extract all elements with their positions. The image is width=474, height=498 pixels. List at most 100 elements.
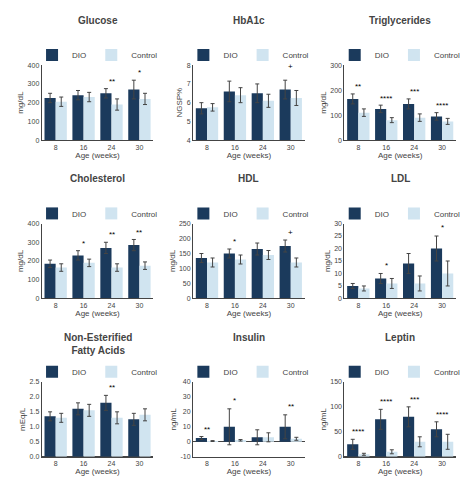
svg-text:300: 300 bbox=[28, 80, 40, 87]
svg-text:**: ** bbox=[109, 383, 115, 392]
svg-text:**: ** bbox=[136, 228, 142, 237]
svg-text:mg/dL: mg/dL bbox=[16, 249, 25, 272]
svg-text:+: + bbox=[288, 228, 293, 237]
svg-text:Control: Control bbox=[283, 210, 309, 219]
svg-text:ng/mL: ng/mL bbox=[169, 408, 178, 431]
svg-text:16: 16 bbox=[382, 144, 390, 151]
svg-text:50: 50 bbox=[334, 428, 342, 435]
svg-text:*: * bbox=[233, 237, 236, 246]
svg-text:mg/dL: mg/dL bbox=[16, 91, 25, 114]
svg-text:Control: Control bbox=[434, 210, 460, 219]
svg-text:30: 30 bbox=[438, 302, 446, 309]
svg-text:24: 24 bbox=[259, 302, 267, 309]
svg-text:8: 8 bbox=[205, 302, 209, 309]
svg-text:30: 30 bbox=[136, 144, 144, 151]
svg-text:400: 400 bbox=[28, 220, 40, 227]
svg-text:DIO: DIO bbox=[223, 51, 237, 60]
svg-text:30: 30 bbox=[136, 460, 144, 467]
svg-text:24: 24 bbox=[108, 144, 116, 151]
svg-text:16: 16 bbox=[80, 460, 88, 467]
svg-text:Age (weeks): Age (weeks) bbox=[75, 151, 120, 160]
svg-text:16: 16 bbox=[80, 302, 88, 309]
svg-text:Age (weeks): Age (weeks) bbox=[378, 151, 423, 160]
svg-text:24: 24 bbox=[410, 302, 418, 309]
svg-text:16: 16 bbox=[231, 302, 239, 309]
svg-text:NGSP%: NGSP% bbox=[175, 88, 184, 118]
svg-text:8: 8 bbox=[356, 460, 360, 467]
svg-text:4: 4 bbox=[187, 137, 191, 144]
svg-text:24: 24 bbox=[410, 144, 418, 151]
svg-text:***: *** bbox=[410, 395, 419, 404]
svg-text:8: 8 bbox=[54, 460, 58, 467]
svg-text:30: 30 bbox=[287, 460, 295, 467]
svg-text:30: 30 bbox=[136, 302, 144, 309]
svg-text:2.5: 2.5 bbox=[30, 378, 40, 385]
svg-text:25: 25 bbox=[334, 232, 342, 239]
svg-text:200: 200 bbox=[28, 257, 40, 264]
svg-text:6: 6 bbox=[187, 99, 191, 106]
svg-text:8: 8 bbox=[356, 144, 360, 151]
svg-text:100: 100 bbox=[330, 112, 342, 119]
svg-text:Leptin: Leptin bbox=[385, 332, 415, 343]
svg-text:24: 24 bbox=[108, 302, 116, 309]
svg-text:DIO: DIO bbox=[375, 368, 389, 377]
svg-text:Triglycerides: Triglycerides bbox=[369, 15, 431, 26]
svg-text:250: 250 bbox=[179, 220, 191, 227]
svg-text:1.0: 1.0 bbox=[30, 423, 40, 430]
svg-text:DIO: DIO bbox=[223, 210, 237, 219]
svg-text:200: 200 bbox=[179, 235, 191, 242]
svg-text:8: 8 bbox=[205, 144, 209, 151]
svg-text:Non-EsterifiedFatty Acids: Non-EsterifiedFatty Acids bbox=[64, 332, 132, 356]
svg-text:5: 5 bbox=[187, 118, 191, 125]
svg-text:DIO: DIO bbox=[223, 368, 237, 377]
svg-text:Control: Control bbox=[283, 51, 309, 60]
svg-text:****: **** bbox=[380, 94, 392, 103]
svg-text:*: * bbox=[82, 239, 85, 248]
svg-text:0: 0 bbox=[187, 295, 191, 302]
svg-text:**: ** bbox=[288, 402, 294, 411]
svg-text:16: 16 bbox=[382, 302, 390, 309]
svg-text:30: 30 bbox=[438, 460, 446, 467]
svg-text:7: 7 bbox=[187, 80, 191, 87]
svg-text:*: * bbox=[441, 223, 444, 232]
svg-text:16: 16 bbox=[80, 144, 88, 151]
svg-text:300: 300 bbox=[330, 62, 342, 69]
svg-text:30: 30 bbox=[438, 144, 446, 151]
svg-text:mEq/L: mEq/L bbox=[18, 407, 27, 431]
svg-text:Control: Control bbox=[434, 51, 460, 60]
svg-text:0.5: 0.5 bbox=[30, 438, 40, 445]
svg-text:15: 15 bbox=[334, 257, 342, 264]
svg-text:Cholesterol: Cholesterol bbox=[70, 173, 125, 184]
svg-text:16: 16 bbox=[231, 460, 239, 467]
svg-text:1.5: 1.5 bbox=[30, 408, 40, 415]
svg-text:DIO: DIO bbox=[375, 210, 389, 219]
svg-text:30: 30 bbox=[287, 144, 295, 151]
svg-text:LDL: LDL bbox=[391, 173, 410, 184]
svg-text:DIO: DIO bbox=[72, 51, 86, 60]
svg-text:24: 24 bbox=[259, 460, 267, 467]
svg-text:Glucose: Glucose bbox=[78, 15, 118, 26]
svg-text:200: 200 bbox=[330, 87, 342, 94]
svg-text:HDL: HDL bbox=[238, 173, 259, 184]
svg-text:Age (weeks): Age (weeks) bbox=[378, 467, 423, 476]
svg-text:*: * bbox=[385, 261, 388, 270]
svg-text:****: **** bbox=[352, 427, 364, 436]
svg-text:Age (weeks): Age (weeks) bbox=[378, 309, 423, 318]
svg-text:30: 30 bbox=[287, 302, 295, 309]
svg-text:0: 0 bbox=[338, 453, 342, 460]
svg-text:50: 50 bbox=[183, 280, 191, 287]
svg-text:0: 0 bbox=[187, 438, 191, 445]
svg-text:*: * bbox=[233, 396, 236, 405]
svg-text:Age (weeks): Age (weeks) bbox=[75, 309, 120, 318]
svg-text:+: + bbox=[288, 62, 293, 71]
svg-text:300: 300 bbox=[28, 239, 40, 246]
svg-text:HbA1c: HbA1c bbox=[233, 15, 265, 26]
svg-text:100: 100 bbox=[28, 118, 40, 125]
svg-text:30: 30 bbox=[183, 393, 191, 400]
svg-text:DIO: DIO bbox=[72, 210, 86, 219]
svg-text:**: ** bbox=[204, 425, 210, 434]
svg-text:****: **** bbox=[436, 410, 448, 419]
svg-text:100: 100 bbox=[330, 403, 342, 410]
svg-text:150: 150 bbox=[330, 378, 342, 385]
svg-text:Age (weeks): Age (weeks) bbox=[227, 467, 272, 476]
